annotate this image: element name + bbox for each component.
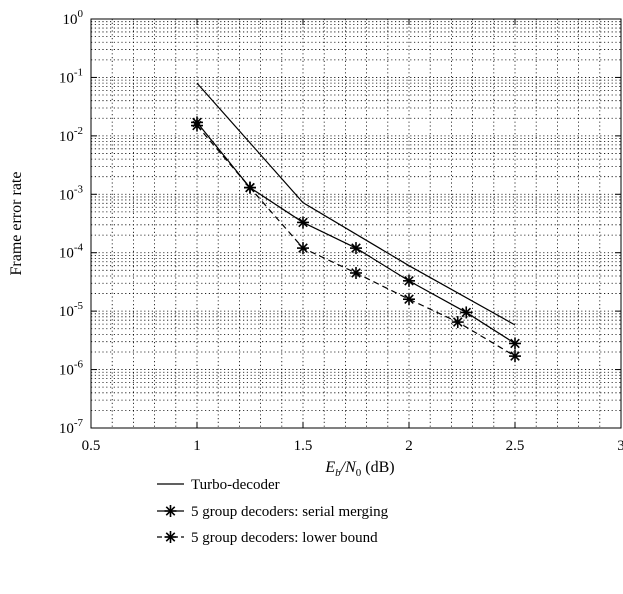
data-point (403, 293, 415, 306)
legend-entry: 5 group decoders: lower bound (157, 530, 378, 546)
legend-label: 5 group decoders: serial merging (191, 504, 389, 520)
data-point (403, 274, 415, 287)
plot-frame (90, 18, 622, 429)
grid (91, 19, 621, 428)
data-point (191, 119, 203, 132)
y-axis-label: Frame error rate (8, 172, 25, 276)
series-line (196, 82, 516, 326)
tick-marks (90, 18, 622, 429)
legend: Turbo-decoder 5 group decoders: serial me… (157, 477, 389, 546)
y-tick-label: 10-2 (59, 125, 83, 145)
y-tick-labels: 10-7 10-6 10-5 10-4 10-3 10-2 10-1 100 (59, 8, 84, 437)
series-2 (191, 116, 521, 350)
legend-label: Turbo-decoder (191, 477, 280, 493)
series-layer (191, 82, 521, 363)
x-label-sub-b: b (335, 467, 341, 479)
legend-marker (164, 531, 177, 543)
x-label-unit: (dB) (361, 459, 394, 476)
x-tick-labels: 0.5 1 1.5 2 2.5 3 (82, 438, 623, 454)
series-line (196, 125, 516, 357)
series-1 (196, 82, 516, 326)
legend-entry: 5 group decoders: serial merging (157, 504, 389, 520)
data-point (297, 242, 309, 255)
data-point (509, 337, 521, 350)
y-tick-label: 10-3 (59, 183, 84, 203)
x-label-sub-0: 0 (356, 467, 362, 479)
series-3 (191, 119, 521, 363)
x-tick-label: 0.5 (82, 438, 101, 454)
data-point (350, 242, 362, 255)
x-label-e: E (324, 459, 335, 476)
data-point (350, 266, 362, 279)
x-label-n: /N (340, 459, 357, 476)
x-tick-label: 2 (405, 438, 413, 454)
y-tick-label: 100 (63, 8, 84, 28)
y-tick-label: 10-5 (59, 300, 84, 320)
x-tick-label: 3 (617, 438, 623, 454)
x-tick-label: 1 (193, 438, 201, 454)
y-tick-label: 10-4 (59, 242, 84, 262)
x-axis-label: Eb/N0 (dB) (324, 459, 394, 479)
data-point (244, 181, 256, 194)
legend-entry: Turbo-decoder (157, 477, 280, 493)
x-tick-label: 1.5 (294, 438, 313, 454)
x-tick-label: 2.5 (506, 438, 525, 454)
y-tick-label: 10-7 (59, 417, 84, 437)
data-point (451, 316, 464, 329)
data-point (297, 216, 309, 229)
y-tick-label: 10-1 (59, 66, 83, 86)
legend-marker (164, 505, 177, 517)
legend-label: 5 group decoders: lower bound (191, 530, 378, 546)
y-tick-label: 10-6 (59, 359, 84, 379)
data-point (509, 350, 521, 363)
data-point (460, 306, 473, 319)
